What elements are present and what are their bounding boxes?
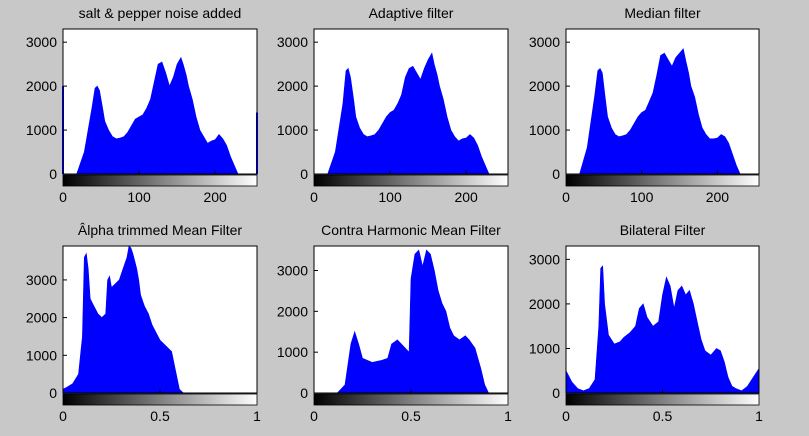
- grayscale-colorbar: [313, 393, 509, 406]
- y-tick-label: 0: [552, 166, 560, 182]
- y-tick-label: 2000: [277, 78, 308, 94]
- chart-panel-1: 0 1000 2000 3000 0 100 200 salt & pepper noise …: [26, 5, 258, 205]
- x-tick-label: 0.5: [653, 408, 673, 424]
- x-tick-label: 1: [253, 408, 261, 424]
- y-tick-label: 1000: [26, 122, 57, 138]
- y-tick-label: 1000: [277, 344, 308, 360]
- y-tick-label: 0: [300, 166, 308, 182]
- y-tick-label: 3000: [529, 34, 560, 50]
- x-tick-label: 200: [203, 189, 227, 205]
- chart-title: Bilateral Filter: [620, 222, 706, 238]
- y-tick-label: 2000: [26, 78, 57, 94]
- y-tick-label: 0: [552, 385, 560, 401]
- grayscale-colorbar: [565, 174, 760, 187]
- y-tick-label: 1000: [277, 122, 308, 138]
- x-tick-label: 100: [127, 189, 151, 205]
- y-tick-label: 3000: [529, 251, 560, 267]
- y-tick-label: 2000: [529, 296, 560, 312]
- x-tick-label: 1: [504, 408, 512, 424]
- histogram-bars: [314, 249, 508, 394]
- x-tick-label: 0: [562, 408, 570, 424]
- axes-frame: [313, 28, 509, 175]
- y-tick-label: 2000: [26, 310, 57, 326]
- y-tick-label: 2000: [277, 303, 308, 319]
- histogram-bars: [565, 265, 760, 394]
- y-tick-label: 1000: [529, 122, 560, 138]
- grayscale-colorbar: [62, 174, 258, 187]
- x-tick-label: 0: [310, 189, 318, 205]
- y-tick-label: 3000: [277, 34, 308, 50]
- chart-title: salt & pepper noise added: [79, 5, 242, 21]
- axes-frame: [62, 28, 258, 175]
- chart-title: Adaptive filter: [369, 5, 454, 21]
- axes-frame: [565, 28, 760, 175]
- chart-panel-4: 0 1000 2000 3000 0 0.5 1 Âlpha trimmed Mean Fil…: [26, 222, 261, 424]
- y-tick-label: 2000: [529, 78, 560, 94]
- grayscale-colorbar: [565, 393, 760, 406]
- histogram-bars: [314, 52, 508, 175]
- x-tick-label: 0.5: [150, 408, 170, 424]
- histogram-bars: [63, 56, 257, 175]
- x-tick-label: 100: [630, 189, 654, 205]
- x-tick-label: 0: [562, 189, 570, 205]
- histogram-bars: [62, 245, 257, 394]
- y-tick-label: 1000: [529, 340, 560, 356]
- y-tick-label: 3000: [26, 34, 57, 50]
- y-tick-label: 0: [49, 166, 57, 182]
- chart-title: Median filter: [624, 5, 701, 21]
- x-tick-label: 200: [454, 189, 478, 205]
- y-tick-label: 1000: [26, 347, 57, 363]
- y-tick-label: 3000: [26, 272, 57, 288]
- y-tick-label: 3000: [277, 263, 308, 279]
- x-tick-label: 200: [706, 189, 730, 205]
- y-tick-label: 0: [49, 385, 57, 401]
- x-tick-label: 0: [59, 408, 67, 424]
- grayscale-colorbar: [62, 393, 258, 406]
- x-tick-label: 100: [378, 189, 402, 205]
- y-tick-label: 0: [300, 385, 308, 401]
- x-tick-label: 0.5: [401, 408, 421, 424]
- chart-panel-2: 0 1000 2000 3000 0 100 200 Adaptive filter: [277, 5, 509, 205]
- chart-panel-5: 0 1000 2000 3000 0 0.5 1 Contra Harmonic Mean F…: [277, 222, 512, 424]
- x-tick-label: 1: [755, 408, 763, 424]
- chart-panel-6: 0 1000 2000 3000 0 0.5 1 Bilateral Filter: [529, 222, 763, 424]
- histogram-bars: [566, 48, 759, 175]
- x-tick-label: 0: [310, 408, 318, 424]
- chart-title: Âlpha trimmed Mean Filter: [78, 222, 243, 238]
- chart-panel-3: 0 1000 2000 3000 0 100 200 Median filter: [529, 5, 760, 205]
- grayscale-colorbar: [313, 174, 509, 187]
- x-tick-label: 0: [59, 189, 67, 205]
- chart-title: Contra Harmonic Mean Filter: [321, 222, 501, 238]
